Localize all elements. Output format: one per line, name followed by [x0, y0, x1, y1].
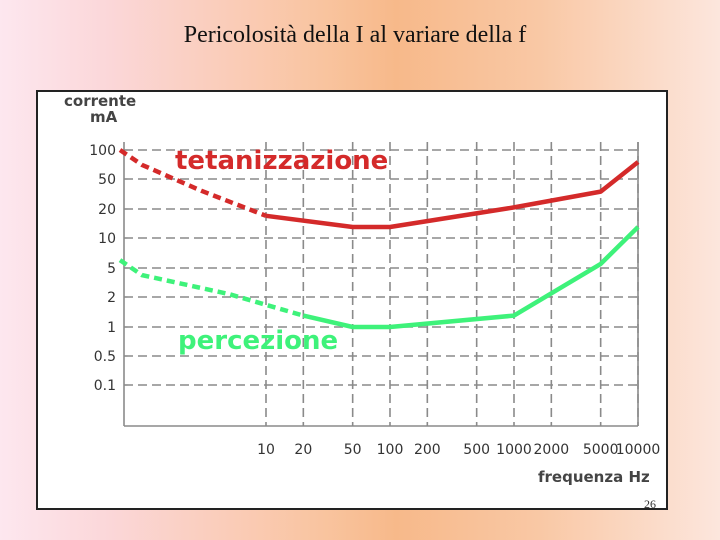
- x-tick-label: 1000: [496, 442, 532, 458]
- y-tick-labels: 100 50 20 10 5 2 1 0.5 0.1: [89, 143, 116, 394]
- y-tick-label: 50: [98, 172, 116, 188]
- series-line-percezione-dashed: [118, 258, 304, 318]
- x-tick-label: 200: [414, 442, 441, 458]
- chart-plot: 100 50 20 10 5 2 1 0.5 0.1 10 20 50 100 200 500 1000 20…: [64, 92, 660, 486]
- y-tick-label: 20: [98, 202, 116, 218]
- x-tick-label: 20: [294, 442, 312, 458]
- series-line-tetanizzazione: [265, 160, 640, 230]
- x-tick-label: 10000: [616, 442, 661, 458]
- chart-frame: 100 50 20 10 5 2 1 0.5 0.1 10 20 50 100 200 500 1000 20…: [36, 90, 668, 510]
- series-lines: [118, 148, 640, 330]
- x-tick-label: 100: [377, 442, 404, 458]
- page-number: 26: [644, 497, 656, 511]
- series-line-percezione: [302, 225, 640, 330]
- series-label-tetanizzazione: tetanizzazione: [175, 146, 388, 176]
- y-tick-label: 0.1: [94, 378, 116, 394]
- x-tick-label: 2000: [534, 442, 570, 458]
- series-line-tetanizzazione-dashed: [118, 148, 267, 218]
- x-tick-label: 500: [463, 442, 490, 458]
- x-tick-label: 5000: [583, 442, 619, 458]
- x-tick-label: 50: [344, 442, 362, 458]
- slide-title: Pericolosità della I al variare della f: [183, 22, 527, 48]
- grid: [123, 142, 639, 427]
- x-axis-label: frequenza Hz: [538, 468, 650, 486]
- y-tick-label: 10: [98, 231, 116, 247]
- y-tick-label: 1: [107, 320, 116, 336]
- x-tick-label: 10: [257, 442, 275, 458]
- y-tick-label: 5: [107, 261, 116, 277]
- y-tick-label: 2: [107, 290, 116, 306]
- y-axis-label: corrente: [64, 92, 136, 110]
- y-tick-label: 0.5: [94, 349, 116, 365]
- y-tick-label: 100: [89, 143, 116, 159]
- y-axis-unit: mA: [90, 108, 118, 126]
- series-label-percezione: percezione: [178, 326, 338, 356]
